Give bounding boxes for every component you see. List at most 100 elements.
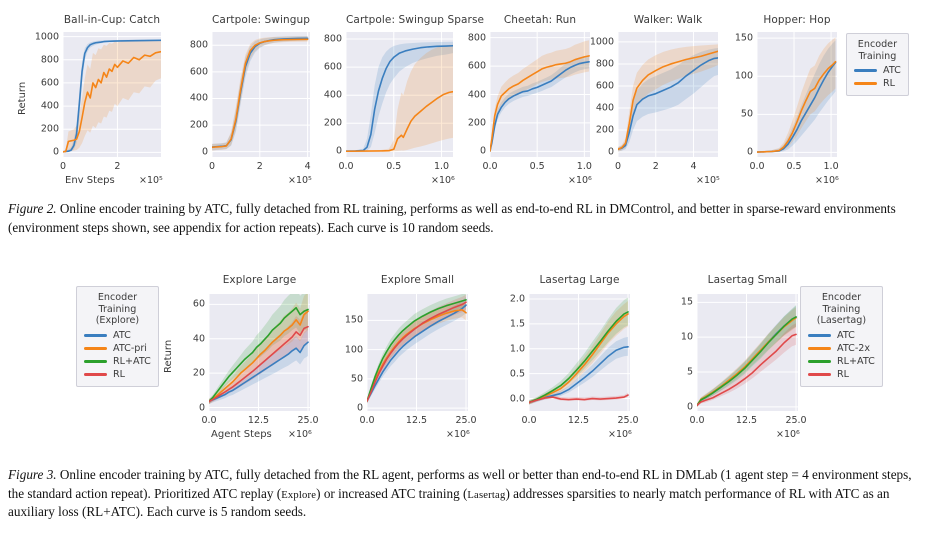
figure-3-legend-lasertag-item-atc[interactable]: ATC — [808, 330, 875, 341]
x-tick-label: 0.0 — [689, 415, 705, 426]
y-tick-label: 800 — [40, 54, 59, 66]
y-tick-label: 0.0 — [509, 393, 525, 405]
figure-3-caption: Figure 3. Online encoder training by ATC… — [8, 466, 924, 522]
legend-swatch-icon — [84, 347, 107, 351]
figure-3-panels: Explore Large 0 20 40 60 0.0 12.5 25.0 ×10⁶ Agent… — [0, 262, 930, 457]
y-tick-label: 0 — [335, 145, 342, 157]
x-tick-label: 0 — [208, 161, 216, 172]
plot-area-walker-walk — [618, 32, 718, 157]
plot-area-explore-small — [367, 294, 468, 411]
figure-3-legend-lasertag-item-rl-atc[interactable]: RL+ATC — [808, 356, 875, 367]
x-tick-label: 0 — [614, 161, 622, 172]
x-axis-exponent: ×10⁶ — [776, 429, 800, 440]
x-tick-label: 4 — [304, 161, 311, 172]
x-tick-label: 2 — [256, 161, 263, 172]
plot-area-explore-large — [209, 294, 310, 411]
x-tick-label: 25.0 — [297, 415, 319, 426]
chart-title-hopper-hop: Hopper: Hop — [763, 14, 831, 26]
figure-3-legend-lasertag-item-atc-2x[interactable]: ATC-2x — [808, 343, 875, 354]
chart-title-lasertag-small: Lasertag Small — [707, 274, 788, 286]
legend-label: ATC — [837, 330, 855, 342]
y-tick-label: 150 — [734, 32, 753, 44]
y-tick-label: 0 — [356, 402, 363, 414]
figure-3-caption-text-a: Online encoder training by ATC, fully de… — [8, 467, 912, 501]
plot-area-hopper-hop — [757, 32, 837, 157]
legend-label: ATC-pri — [113, 343, 147, 355]
y-tick-label: 1000 — [589, 36, 614, 48]
figure-2-legend-item-rl[interactable]: RL — [854, 78, 901, 89]
x-tick-label: 12.5 — [567, 415, 590, 426]
plot-area-cheetah-run — [490, 32, 590, 157]
figure-3-caption-explore: Explore — [281, 489, 317, 501]
legend-swatch-icon — [84, 373, 107, 377]
x-axis-exponent: ×10⁶ — [815, 175, 839, 186]
y-tick-label: 0 — [479, 145, 486, 157]
figure-3-legend-lasertag-item-rl[interactable]: RL — [808, 369, 875, 380]
figure-2-panels: Ball-in-Cup: Catch 0 200 400 600 800 1000 0 2 ×10… — [0, 0, 930, 192]
x-axis-exponent: ×10⁵ — [288, 175, 312, 186]
x-axis-exponent: ×10⁵ — [139, 175, 163, 186]
x-axis-exponent: ×10⁶ — [446, 429, 470, 440]
y-tick-label: 60 — [192, 298, 205, 310]
y-tick-label: 15 — [680, 296, 693, 308]
legend-label: RL — [113, 369, 126, 381]
x-tick-label: 4 — [690, 161, 697, 172]
y-tick-label: 600 — [467, 60, 486, 72]
legend-label: RL+ATC — [113, 356, 151, 368]
y-tick-label: 600 — [189, 66, 208, 78]
y-tick-label: 150 — [344, 314, 363, 326]
y-tick-label: 400 — [595, 102, 614, 114]
chart-panel-explore-large: Explore Large 0 20 40 60 0.0 12.5 25.0 ×10⁶ Agent… — [149, 262, 319, 440]
figure-3-legend-explore-item-rl[interactable]: RL — [84, 369, 151, 380]
chart-panel-lasertag-small: Lasertag Small 0 5 10 15 0.0 12.5 25.0 ×10⁶ — [637, 262, 807, 440]
figure-3: Explore Large 0 20 40 60 0.0 12.5 25.0 ×10⁶ Agent… — [0, 262, 930, 457]
figure-3-legend-explore-item-atc-pri[interactable]: ATC-pri — [84, 343, 151, 354]
x-axis-exponent: ×10⁶ — [568, 175, 592, 186]
x-tick-label: 0.0 — [521, 415, 537, 426]
y-tick-label: 200 — [467, 117, 486, 129]
legend-label: ATC — [883, 65, 901, 77]
y-tick-label: 0 — [52, 146, 59, 158]
x-tick-label: 25.0 — [617, 415, 639, 426]
x-tick-label: 12.5 — [405, 415, 428, 426]
figure-3-legend-explore-item-atc[interactable]: ATC — [84, 330, 151, 341]
figure-3-legend-explore-item-rl-atc[interactable]: RL+ATC — [84, 356, 151, 367]
y-tick-label: 600 — [40, 77, 59, 89]
x-tick-label: 0.0 — [359, 415, 375, 426]
figure-2-caption-text: Online encoder training by ATC, fully de… — [8, 201, 896, 235]
chart-panel-hopper-hop: Hopper: Hop 0 50 100 150 0.0 0.5 1.0 ×10⁶ — [697, 0, 839, 186]
y-tick-label: 400 — [40, 100, 59, 112]
chart-title-explore-large: Explore Large — [222, 274, 297, 286]
chart-title-cheetah-run: Cheetah: Run — [503, 14, 577, 26]
y-tick-label: 0 — [201, 146, 208, 158]
y-tick-label: 400 — [323, 89, 342, 101]
figure-2-legend: Encoder Training ATC RL — [846, 33, 909, 97]
figure-2-legend-item-atc[interactable]: ATC — [854, 65, 901, 76]
y-tick-label: 600 — [323, 61, 342, 73]
legend-label: RL — [883, 78, 896, 90]
chart-title-lasertag-large: Lasertag Large — [539, 274, 620, 286]
chart-panel-walker-walk: Walker: Walk 0 200 400 600 800 1000 0 2 4 ×10⁵ — [558, 0, 720, 186]
y-tick-label: 200 — [189, 119, 208, 131]
chart-title-walker-walk: Walker: Walk — [633, 14, 703, 26]
y-tick-label: 1.0 — [509, 343, 525, 355]
x-axis-exponent: ×10⁶ — [608, 429, 632, 440]
y-tick-label: 0.5 — [509, 368, 525, 380]
y-tick-label: 50 — [740, 108, 753, 120]
y-tick-label: 2.0 — [509, 293, 525, 305]
y-tick-label: 600 — [595, 80, 614, 92]
y-tick-label: 10 — [680, 331, 693, 343]
x-tick-label: 1.0 — [823, 161, 839, 172]
y-tick-label: 5 — [686, 366, 693, 378]
y-tick-label: 1.5 — [509, 318, 525, 330]
legend-swatch-icon — [808, 347, 831, 351]
legend-swatch-icon — [808, 373, 831, 377]
y-tick-label: 100 — [734, 70, 753, 82]
x-tick-label: 0.5 — [386, 161, 402, 172]
x-tick-label: 25.0 — [455, 415, 477, 426]
y-axis-label: Return — [17, 81, 28, 115]
figure-3-legend-explore-title: Encoder Training (Explore) — [95, 292, 140, 327]
x-tick-label: 12.5 — [247, 415, 270, 426]
chart-panel-cartpole-swingup-sparse: Cartpole: Swingup Sparse 0 200 400 600 800 0.0… — [286, 0, 484, 186]
